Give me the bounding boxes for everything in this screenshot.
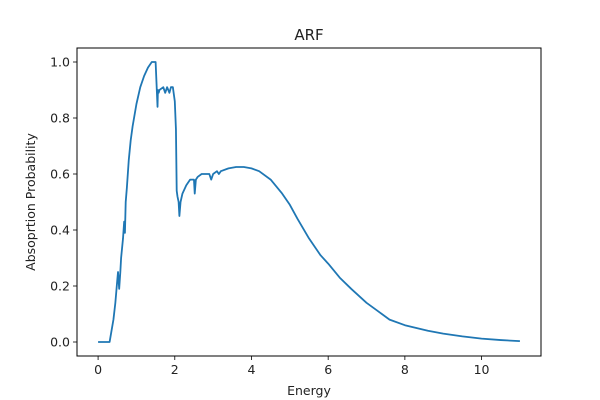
y-tick-label: 0.6 (50, 167, 70, 182)
x-tick-label: 10 (474, 362, 490, 377)
x-tick-label: 0 (94, 362, 102, 377)
plot-frame (76, 47, 542, 357)
x-axis-label: Energy (287, 383, 331, 398)
y-axis-label: Absoprtion Probability (23, 133, 38, 271)
y-tick-label: 1.0 (50, 55, 70, 70)
y-tick-label: 0.8 (50, 111, 70, 126)
plot-area (98, 61, 520, 343)
y-tick-label: 0.4 (50, 223, 70, 238)
chart-title: ARF (294, 26, 323, 44)
x-tick-label: 2 (171, 362, 179, 377)
y-tick-label: 0.2 (50, 279, 70, 294)
series-line-0 (98, 61, 520, 343)
x-tick-label: 8 (401, 362, 409, 377)
y-tick-label: 0.0 (50, 335, 70, 350)
x-tick-label: 6 (324, 362, 332, 377)
axis-ticks: 0 2 4 6 8 10 0.0 0.2 0.4 0.6 0.8 1.0 (50, 55, 489, 378)
x-tick-label: 4 (248, 362, 256, 377)
